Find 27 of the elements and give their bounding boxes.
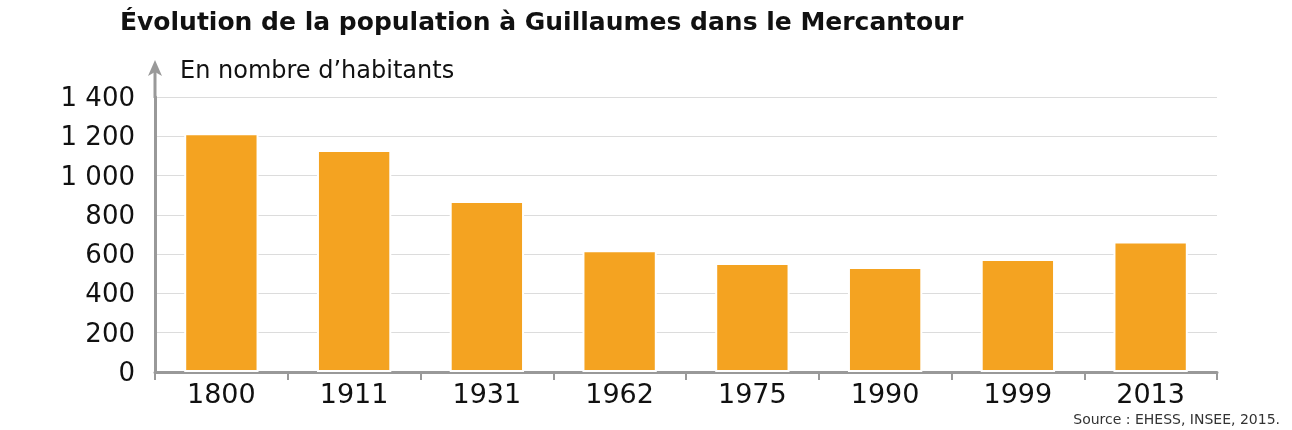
- y-axis-title: En nombre d’habitants: [180, 56, 455, 84]
- x-tick-label: 2013: [1116, 378, 1185, 409]
- x-tick-label: 1800: [187, 378, 256, 409]
- bar: [316, 150, 392, 372]
- bar: [980, 259, 1056, 372]
- y-tick-label: 1 000: [60, 160, 135, 191]
- bar: [582, 250, 657, 372]
- bar: [847, 266, 923, 372]
- y-tick-label: 1 400: [60, 82, 135, 112]
- x-tick-label: 1962: [585, 378, 654, 409]
- y-tick-label: 600: [85, 239, 135, 270]
- y-tick-label: 200: [85, 317, 135, 348]
- bar: [1113, 241, 1188, 372]
- y-tick-label: 1 200: [60, 121, 135, 152]
- bar: [184, 133, 259, 372]
- bar: [715, 262, 790, 372]
- bar: [449, 201, 525, 372]
- chart-title: Évolution de la population à Guillaumes dans le Mercantour: [120, 7, 965, 36]
- y-tick-label: 400: [85, 278, 135, 309]
- x-tick-label: 1911: [319, 378, 389, 409]
- source-note: Source : EHESS, INSEE, 2015.: [1073, 411, 1281, 427]
- x-tick-label: 1931: [452, 378, 522, 409]
- x-tick-label: 1990: [850, 378, 920, 409]
- y-tick-label: 800: [85, 199, 135, 230]
- x-tick-label: 1975: [718, 378, 787, 409]
- x-tick-label: 1999: [983, 378, 1053, 409]
- y-tick-label: 0: [118, 357, 135, 387]
